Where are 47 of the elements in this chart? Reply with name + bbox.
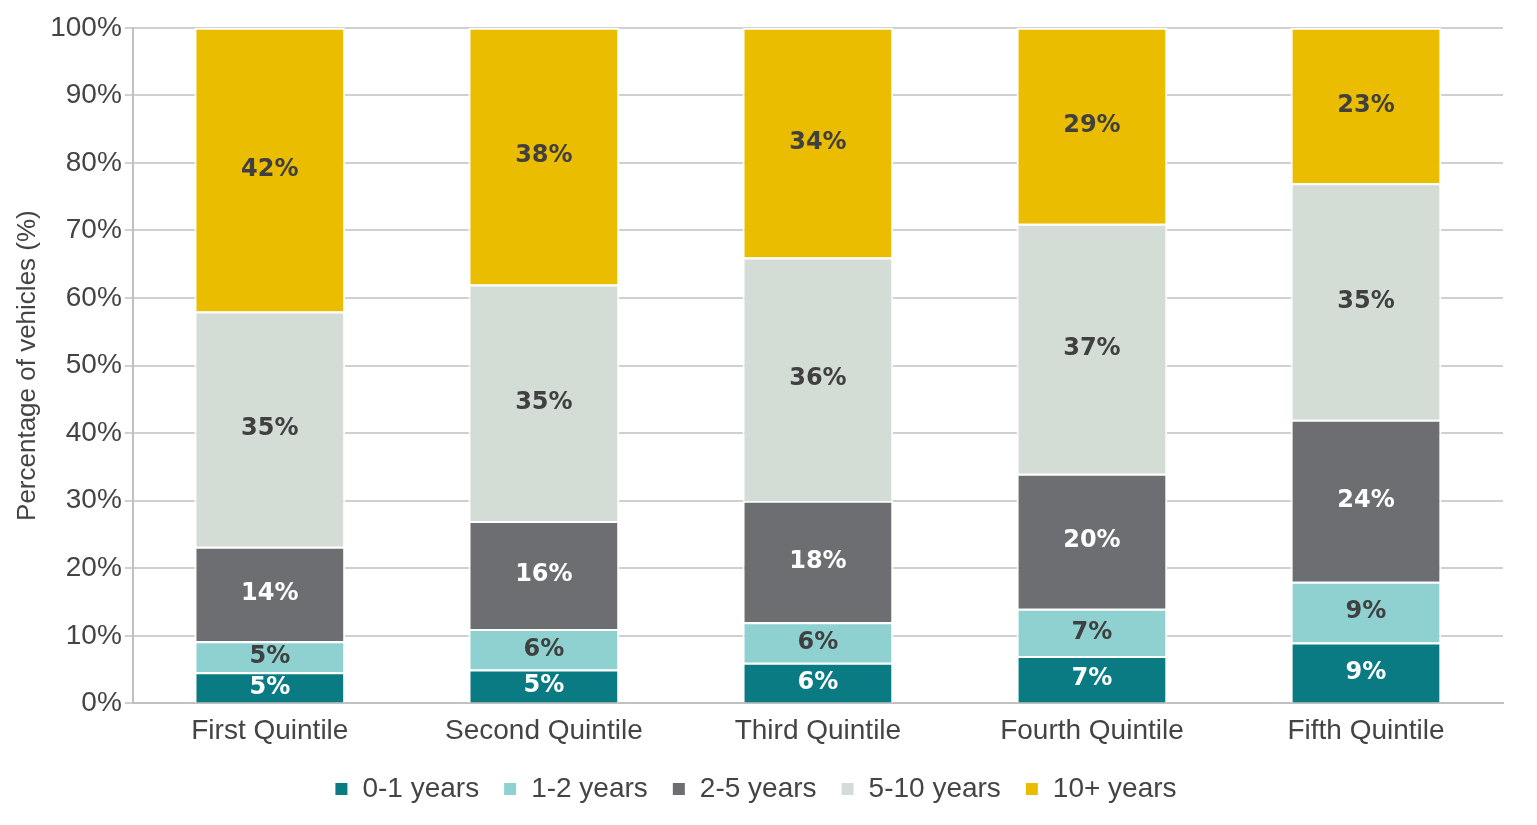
y-tick-label: 30% [65, 483, 122, 515]
data-label: 35% [241, 413, 299, 442]
data-label: 5% [249, 641, 291, 670]
data-label: 34% [789, 126, 847, 155]
data-label: 35% [515, 386, 573, 415]
legend-label: 2-5 years [699, 771, 817, 803]
data-label: 6% [797, 666, 839, 695]
data-label: 35% [1337, 285, 1395, 314]
y-tick-label: 90% [65, 78, 122, 110]
data-label: 7% [1071, 663, 1113, 692]
y-tick-label: 0% [81, 686, 122, 718]
data-label: 5% [249, 671, 291, 700]
y-tick-label: 10% [65, 618, 122, 650]
y-tick-label: 40% [65, 415, 122, 447]
legend-label: 0-1 years [362, 771, 480, 803]
x-tick-label: First Quintile [191, 713, 349, 745]
y-tick-label: 50% [65, 348, 122, 380]
data-label: 9% [1345, 596, 1387, 625]
data-label: 36% [789, 363, 847, 392]
data-label: 9% [1345, 656, 1387, 685]
data-label: 37% [1063, 332, 1121, 361]
data-label: 6% [797, 626, 839, 655]
y-tick-label: 80% [65, 145, 122, 177]
legend-label: 1-2 years [531, 771, 648, 803]
data-label: 23% [1337, 89, 1395, 118]
data-label: 14% [241, 578, 299, 607]
data-label: 29% [1063, 110, 1121, 138]
x-tick-label: Second Quintile [445, 713, 643, 745]
x-tick-label: Fifth Quintile [1287, 713, 1445, 745]
y-axis-title: Percentage of vehicles (%) [10, 210, 41, 521]
x-tick-label: Fourth Quintile [1000, 713, 1184, 745]
y-tick-label: 100% [50, 10, 122, 42]
legend-label: 10+ years [1052, 771, 1177, 803]
y-tick-label: 20% [65, 551, 122, 582]
data-label: 20% [1063, 525, 1121, 554]
y-tick-label: 70% [65, 213, 122, 245]
legend-label: 5-10 years [868, 771, 1001, 803]
data-label: 6% [523, 633, 565, 662]
data-label: 24% [1337, 484, 1395, 513]
data-label: 5% [523, 670, 565, 699]
data-label: 38% [515, 140, 573, 169]
data-label: 7% [1071, 616, 1113, 645]
data-label: 42% [241, 153, 299, 182]
data-label: 16% [515, 559, 573, 588]
x-tick-label: Third Quintile [734, 713, 902, 745]
data-label: 18% [789, 545, 847, 574]
y-tick-label: 60% [65, 280, 122, 312]
